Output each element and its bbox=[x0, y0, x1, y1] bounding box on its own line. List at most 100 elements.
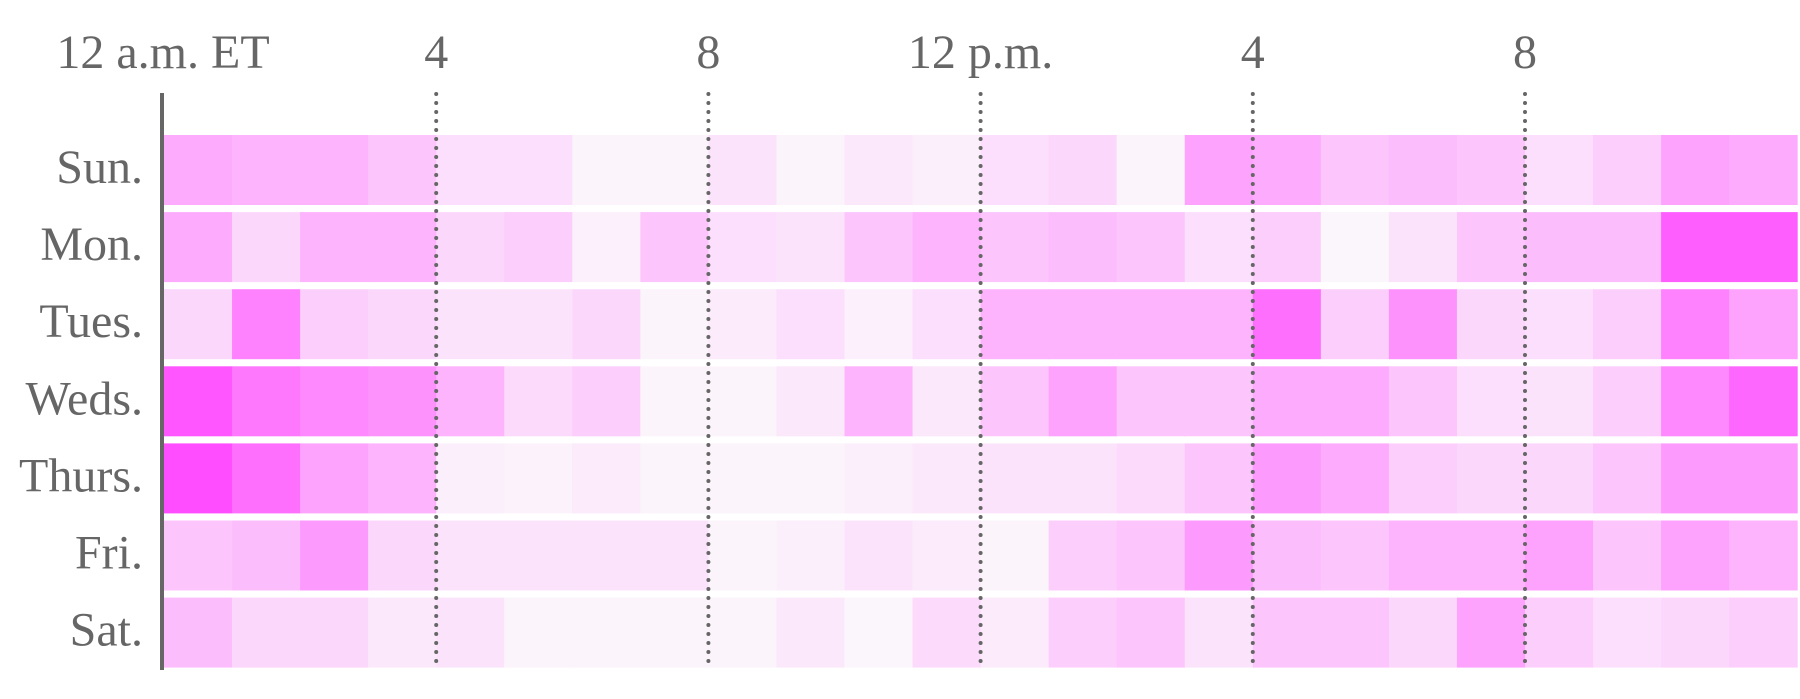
heat-cell bbox=[1729, 520, 1798, 591]
row-label: Weds. bbox=[26, 372, 143, 425]
heat-cell bbox=[1116, 597, 1186, 668]
heat-cell bbox=[1320, 135, 1390, 205]
heat-cell bbox=[1593, 366, 1662, 437]
heat-cell bbox=[844, 289, 914, 360]
heat-cell bbox=[164, 443, 233, 514]
heat-cell bbox=[708, 443, 777, 514]
heat-cell bbox=[1116, 212, 1186, 283]
heat-cell bbox=[436, 597, 505, 668]
heat-cell bbox=[300, 366, 369, 437]
heat-cell bbox=[708, 289, 777, 360]
heat-cell bbox=[1116, 443, 1186, 514]
heat-cell bbox=[1116, 520, 1186, 591]
heat-cell bbox=[1320, 366, 1390, 437]
x-tick-label: 8 bbox=[696, 26, 720, 79]
heat-cell bbox=[1388, 289, 1458, 360]
heat-cell bbox=[980, 366, 1050, 437]
heat-cell bbox=[232, 443, 301, 514]
heat-cell bbox=[912, 289, 982, 360]
heat-cell bbox=[776, 366, 845, 437]
heat-cell bbox=[912, 597, 982, 668]
heat-cell bbox=[1456, 289, 1526, 360]
heat-cell bbox=[1456, 366, 1526, 437]
heat-cell bbox=[504, 597, 573, 668]
heat-cell bbox=[572, 289, 641, 360]
heat-cell bbox=[572, 212, 641, 283]
heat-cell bbox=[1593, 597, 1662, 668]
heat-cell bbox=[300, 212, 369, 283]
heat-cell bbox=[844, 135, 914, 205]
heat-cell bbox=[980, 443, 1050, 514]
heat-cell bbox=[1525, 289, 1594, 360]
heat-cell bbox=[300, 443, 369, 514]
heat-cell bbox=[504, 212, 573, 283]
x-tick-label: 8 bbox=[1513, 26, 1537, 79]
heat-cell bbox=[912, 366, 982, 437]
heat-cell bbox=[980, 597, 1050, 668]
heat-cell bbox=[1184, 520, 1254, 591]
heat-cell bbox=[1252, 366, 1322, 437]
x-tick-label: 12 p.m. bbox=[908, 26, 1053, 79]
heat-cell bbox=[640, 366, 709, 437]
heat-cell bbox=[1184, 135, 1254, 205]
heat-cell bbox=[232, 135, 301, 205]
heat-cell bbox=[1593, 135, 1662, 205]
heat-cell bbox=[1388, 135, 1458, 205]
heat-cell bbox=[640, 597, 709, 668]
heat-cell bbox=[1048, 597, 1118, 668]
heat-cell bbox=[164, 597, 233, 668]
heat-cell bbox=[708, 135, 777, 205]
heat-cell bbox=[776, 520, 845, 591]
heat-cell bbox=[164, 520, 233, 591]
heat-cell bbox=[1252, 135, 1322, 205]
heat-cell bbox=[232, 212, 301, 283]
heat-cell bbox=[1729, 212, 1798, 283]
heat-cell bbox=[368, 212, 437, 283]
heat-cell bbox=[368, 443, 437, 514]
heat-cell bbox=[1388, 520, 1458, 591]
heat-cell bbox=[572, 520, 641, 591]
heat-cell bbox=[1729, 366, 1798, 437]
heat-cell bbox=[232, 366, 301, 437]
heat-cell bbox=[1388, 212, 1458, 283]
heat-cell bbox=[1593, 443, 1662, 514]
row-label: Tues. bbox=[39, 295, 143, 348]
heat-cell bbox=[1729, 443, 1798, 514]
heat-cell bbox=[1184, 212, 1254, 283]
heat-cell bbox=[1661, 443, 1730, 514]
heat-cell bbox=[1048, 212, 1118, 283]
heat-cell bbox=[776, 597, 845, 668]
heat-cell bbox=[368, 366, 437, 437]
heat-cell bbox=[776, 135, 845, 205]
heat-cell bbox=[300, 597, 369, 668]
heat-cell bbox=[300, 135, 369, 205]
heat-cell bbox=[1320, 520, 1390, 591]
heat-cell bbox=[1525, 366, 1594, 437]
row-label: Fri. bbox=[75, 527, 143, 580]
heat-cell bbox=[1661, 212, 1730, 283]
heat-cell bbox=[1116, 289, 1186, 360]
heat-cell bbox=[1525, 520, 1594, 591]
heat-cell bbox=[1048, 443, 1118, 514]
heat-cell bbox=[1388, 597, 1458, 668]
row-label: Sat. bbox=[70, 604, 143, 657]
heat-cell bbox=[1661, 366, 1730, 437]
x-tick-label: 12 a.m. ET bbox=[56, 26, 269, 79]
heat-cell bbox=[1456, 597, 1526, 668]
heat-cell bbox=[1388, 366, 1458, 437]
heat-cell bbox=[640, 289, 709, 360]
heat-cell bbox=[368, 520, 437, 591]
heat-cell bbox=[436, 135, 505, 205]
heat-cell bbox=[436, 212, 505, 283]
heat-cell bbox=[368, 597, 437, 668]
heat-cell bbox=[1184, 366, 1254, 437]
heat-cell bbox=[572, 366, 641, 437]
heat-cell bbox=[1252, 597, 1322, 668]
heat-cell bbox=[232, 289, 301, 360]
heat-cell bbox=[912, 212, 982, 283]
heat-cell bbox=[300, 289, 369, 360]
heat-cell bbox=[504, 520, 573, 591]
heat-cell bbox=[436, 520, 505, 591]
heat-cell bbox=[708, 212, 777, 283]
heat-cell bbox=[504, 289, 573, 360]
